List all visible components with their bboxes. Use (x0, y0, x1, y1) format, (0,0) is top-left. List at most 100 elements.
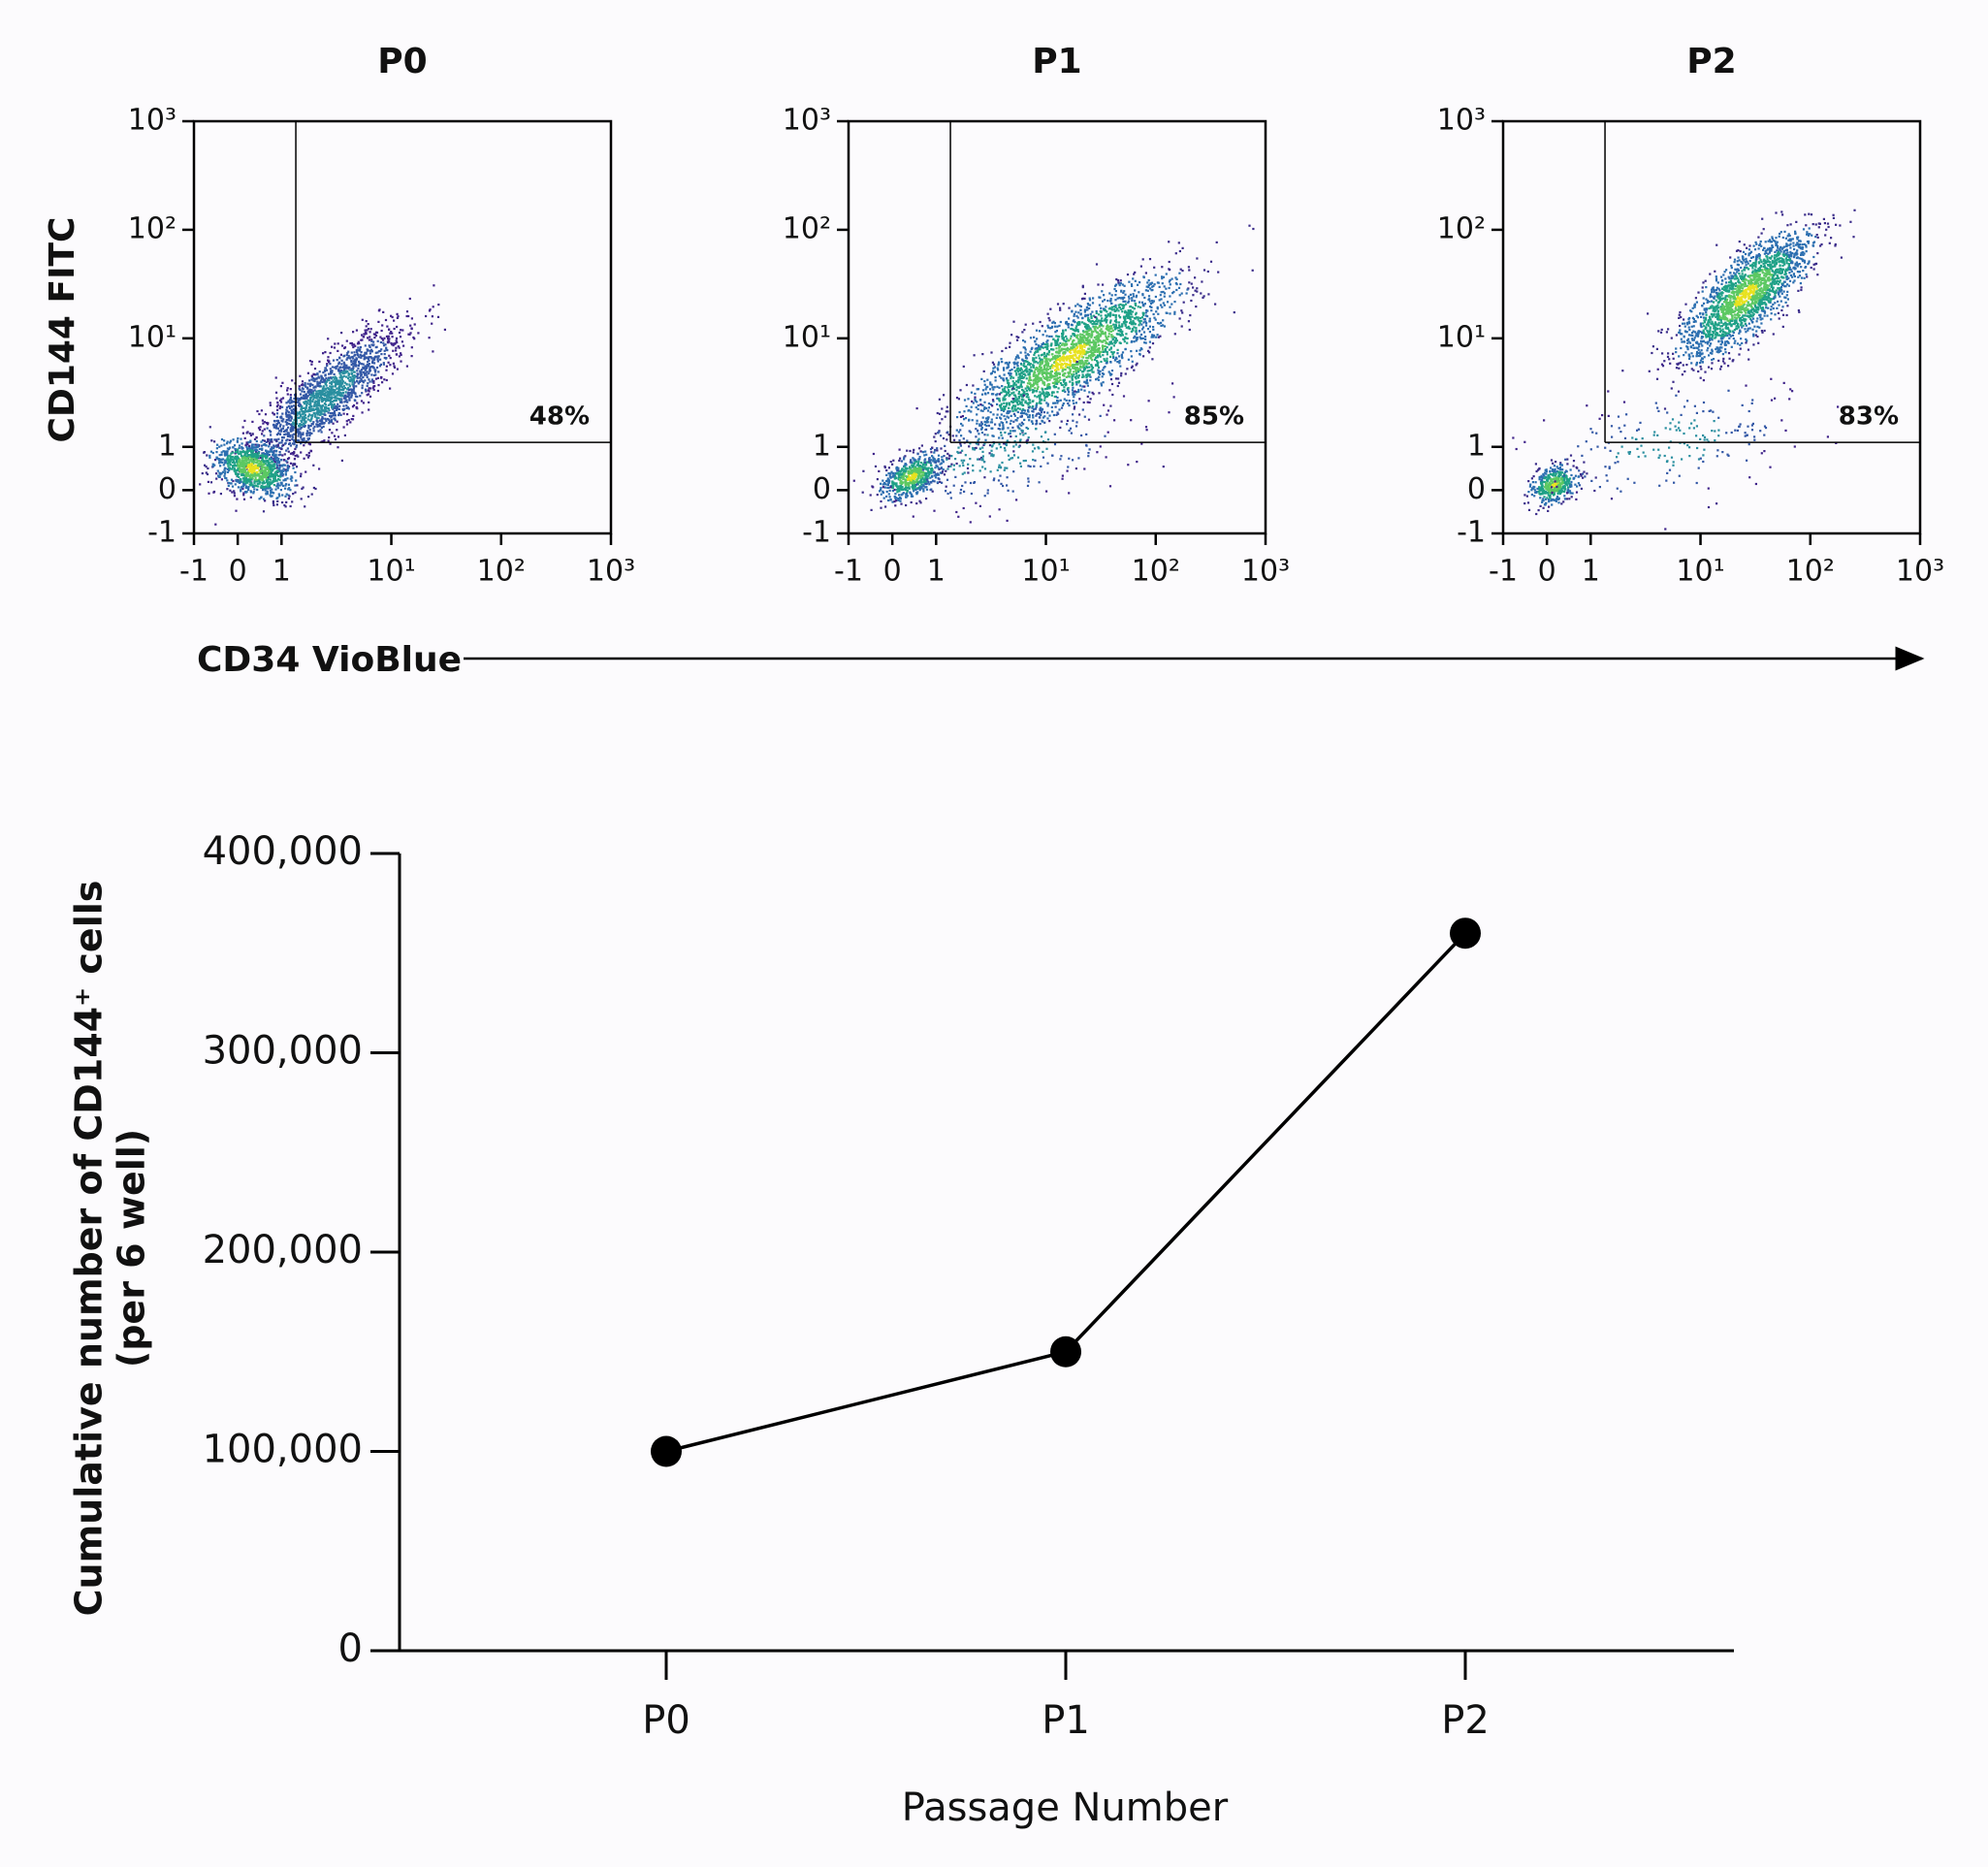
event-dot (295, 446, 298, 449)
event-dot (963, 418, 966, 421)
event-dot (1079, 341, 1082, 344)
event-dot (1032, 359, 1035, 362)
event-dot (1187, 320, 1190, 323)
event-dot (951, 435, 954, 437)
event-dot (252, 491, 255, 494)
event-dot (1106, 346, 1108, 349)
event-dot (284, 468, 287, 471)
event-dot (279, 473, 282, 476)
event-dot (1081, 284, 1084, 287)
event-dot (372, 367, 375, 370)
event-dot (391, 336, 394, 338)
event-dot (269, 481, 272, 484)
event-dot (341, 395, 344, 398)
event-dot (1163, 292, 1167, 295)
event-dot (383, 337, 386, 339)
event-dot (325, 376, 328, 380)
event-dot (1126, 311, 1129, 314)
event-dot (265, 493, 268, 496)
event-dot (300, 407, 303, 410)
event-dot (1002, 399, 1005, 402)
event-dot (376, 357, 379, 360)
event-dot (1053, 322, 1056, 325)
event-dot (346, 352, 349, 355)
event-dot (324, 373, 327, 376)
event-dot (1034, 387, 1037, 390)
event-dot (233, 492, 236, 495)
event-dot (322, 394, 325, 397)
event-dot (980, 432, 984, 435)
event-dot (1073, 343, 1075, 346)
event-dot (1081, 340, 1084, 343)
event-dot (1009, 432, 1011, 435)
event-dot (1010, 401, 1013, 403)
event-dot (240, 461, 243, 465)
event-dot (944, 415, 946, 418)
event-dot (304, 505, 306, 508)
event-dot (363, 333, 366, 336)
event-dot (256, 449, 259, 452)
event-dot (365, 320, 368, 323)
event-dot (301, 410, 304, 413)
event-dot (1093, 327, 1096, 330)
event-dot (220, 478, 223, 481)
event-dot (1090, 354, 1093, 357)
event-dot (1019, 411, 1022, 415)
event-dot (304, 413, 306, 417)
event-dot (288, 422, 291, 426)
event-dot (359, 353, 362, 356)
event-dot (1114, 283, 1118, 286)
event-dot (1028, 369, 1031, 371)
event-dot (1065, 363, 1069, 366)
event-dot (1023, 366, 1026, 369)
event-dot (233, 462, 236, 465)
event-dot (207, 480, 209, 483)
event-dot (1064, 369, 1067, 371)
event-dot (308, 432, 311, 435)
event-dot (1041, 399, 1043, 402)
event-dot (346, 388, 349, 391)
event-dot (1066, 357, 1070, 360)
event-dot (1142, 331, 1146, 334)
event-dot (1078, 413, 1081, 416)
event-dot (386, 340, 389, 343)
event-dot (1145, 285, 1148, 288)
event-dot (245, 441, 248, 444)
event-dot (264, 413, 268, 416)
event-dot (1073, 396, 1075, 399)
event-dot (1138, 317, 1142, 320)
event-dot (1062, 373, 1065, 377)
event-dot (1053, 375, 1056, 378)
event-dot (987, 402, 990, 405)
event-dot (1092, 340, 1095, 343)
event-dot (989, 421, 992, 424)
event-dot (328, 372, 331, 375)
event-dot (1034, 395, 1037, 398)
event-dot (322, 425, 325, 428)
event-dot (1096, 377, 1099, 380)
event-dot (1096, 360, 1099, 363)
event-dot (323, 399, 326, 402)
event-dot (369, 328, 372, 331)
event-dot (1109, 319, 1112, 322)
event-dot (291, 379, 294, 382)
event-dot (375, 355, 378, 358)
event-dot (1103, 308, 1106, 312)
event-dot (1040, 378, 1042, 381)
event-dot (217, 475, 220, 478)
event-dot (1125, 321, 1128, 324)
event-dot (992, 370, 995, 372)
event-dot (263, 421, 266, 424)
event-dot (1073, 351, 1075, 354)
event-dot (1043, 383, 1046, 386)
event-dot (289, 406, 292, 409)
event-dot (282, 469, 285, 472)
event-dot (1162, 290, 1165, 294)
event-dot (1130, 340, 1133, 343)
event-dot (1159, 294, 1162, 297)
event-dot (1068, 367, 1071, 370)
event-dot (347, 388, 350, 391)
event-dot (1052, 348, 1055, 351)
event-dot (368, 401, 370, 403)
event-dot (237, 457, 240, 460)
